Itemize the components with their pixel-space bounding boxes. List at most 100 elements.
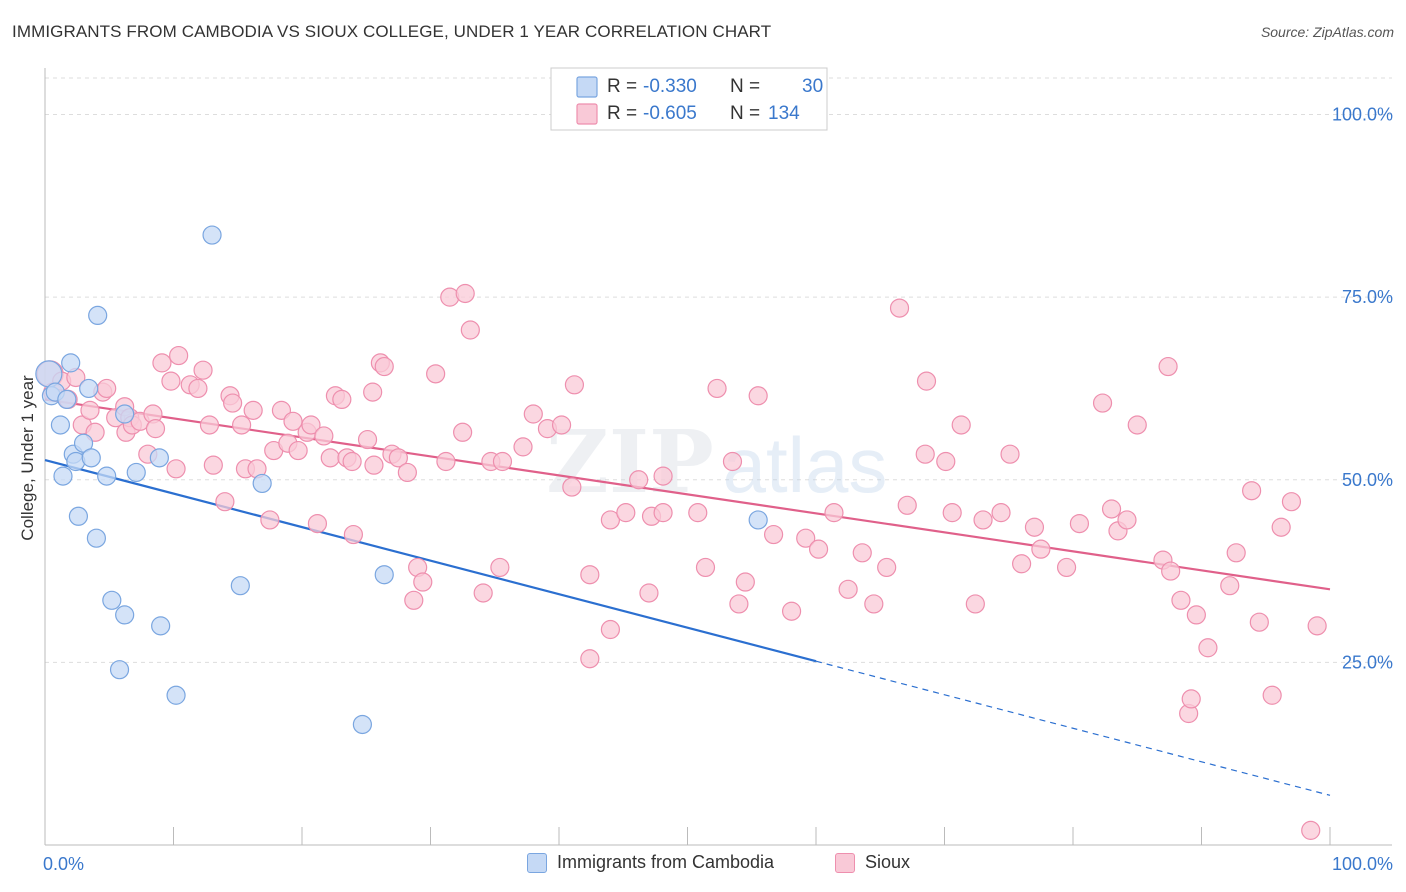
data-point-pink [1220, 576, 1240, 596]
data-point-pink [1301, 820, 1321, 840]
data-point-pink [897, 495, 917, 515]
data-point-pink [460, 320, 480, 340]
watermark-atlas: atlas [723, 421, 888, 509]
legend-box: R = -0.330 N = 30 R = -0.605 N = 134 [550, 67, 828, 131]
bottom-legend-label-sioux: Sioux [865, 852, 911, 872]
data-point-pink [1271, 517, 1291, 537]
data-point-blue [57, 389, 77, 410]
data-point-pink [965, 594, 985, 614]
data-point-pink [1249, 612, 1269, 632]
y-tick-label: 100.0% [1332, 105, 1393, 125]
bottom-legend: Immigrants from Cambodia Sioux [0, 850, 1406, 878]
data-point-pink [453, 422, 473, 442]
data-point-blue [126, 462, 146, 483]
data-point-pink [600, 619, 621, 640]
data-point-pink [735, 572, 755, 592]
watermark: ZIP atlas [546, 412, 887, 513]
data-point-pink [688, 503, 708, 523]
trendline-pink [44, 398, 1331, 591]
data-point-pink [1117, 510, 1137, 530]
data-point-pink [203, 455, 223, 475]
data-point-pink [562, 477, 582, 497]
legend-n-value-1: 30 [802, 76, 823, 97]
watermark-zip: ZIP [546, 412, 714, 513]
data-point-pink [413, 572, 433, 592]
data-point-pink [564, 375, 585, 395]
y-tick-label: 50.0% [1342, 470, 1393, 490]
data-point-pink [1281, 492, 1302, 512]
data-point-pink [580, 565, 600, 585]
data-point-pink [314, 426, 334, 446]
data-point-pink [1000, 444, 1020, 464]
data-point-pink [653, 466, 673, 486]
data-point-pink [364, 455, 384, 475]
chart-title: IMMIGRANTS FROM CAMBODIA VS SIOUX COLLEG… [12, 22, 772, 41]
data-point-pink [288, 440, 308, 461]
data-point-pink [283, 411, 303, 431]
data-point-pink [707, 378, 727, 399]
data-point-blue [230, 576, 250, 596]
data-point-blue [748, 510, 768, 530]
data-point-pink [513, 437, 533, 457]
data-point-pink [307, 513, 328, 534]
data-point-pink [551, 415, 572, 435]
data-point-blue [97, 466, 117, 486]
data-point-pink [473, 583, 493, 603]
legend-row-cambodia: R = -0.330 N = 30 [607, 76, 823, 97]
y-axis-title: College, Under 1 year [18, 375, 37, 541]
data-point-blue [79, 378, 99, 399]
legend-r-label-1: R = [607, 76, 642, 97]
data-point-blue [102, 590, 122, 610]
data-point-pink [363, 382, 383, 402]
data-point-pink [1262, 685, 1282, 705]
bottom-legend-label-cambodia: Immigrants from Cambodia [557, 852, 775, 872]
data-point-pink [1031, 539, 1051, 559]
data-point-pink [1024, 517, 1045, 537]
data-point-pink [1186, 605, 1206, 625]
data-point-pink [492, 451, 513, 472]
data-point-pink [97, 378, 117, 399]
data-point-pink [161, 371, 181, 391]
data-point-pink [973, 510, 993, 530]
legend-swatch-cambodia [576, 76, 598, 98]
data-point-pink [1127, 415, 1147, 435]
data-point-pink [629, 470, 649, 490]
data-point-pink [1092, 393, 1113, 413]
data-point-pink [915, 444, 935, 464]
data-point-pink [722, 451, 743, 472]
data-point-blue [86, 528, 107, 548]
axis-layer [44, 68, 1392, 846]
data-point-pink [343, 524, 363, 545]
grid-layer [45, 77, 1392, 663]
data-point-pink [490, 557, 510, 578]
data-point-blue [81, 448, 101, 468]
source-label: Source: ZipAtlas.com [1260, 24, 1394, 40]
data-point-pink [301, 415, 321, 435]
data-point-pink [193, 360, 213, 380]
data-point-blue [115, 404, 135, 424]
data-point-pink [936, 451, 956, 472]
legend-n-value-2: 134 [768, 103, 800, 124]
legend-r-value-1: -0.330 [643, 76, 697, 97]
data-point-pink [374, 356, 394, 377]
x-tick-label: 100.0% [1332, 854, 1393, 874]
data-point-pink [852, 543, 872, 563]
bottom-legend-swatch-cambodia [527, 853, 547, 873]
data-point-pink [436, 451, 456, 472]
data-point-pink [748, 386, 768, 406]
data-point-pink [404, 590, 424, 610]
data-point-pink [796, 528, 816, 548]
data-point-pink [1171, 590, 1191, 610]
data-point-pink [243, 400, 263, 420]
trendline-extension-blue [815, 660, 1331, 796]
data-point-pink [1226, 543, 1246, 563]
legend-r-value-2: -0.605 [643, 103, 697, 124]
data-point-pink [616, 503, 636, 523]
data-point-pink [1198, 638, 1218, 658]
data-point-blue [352, 714, 372, 735]
y-tick-label: 25.0% [1342, 652, 1393, 672]
data-point-blue [202, 225, 222, 245]
trend-layer [44, 398, 1331, 796]
data-point-blue [166, 685, 186, 705]
legend-r-label-2: R = [607, 103, 642, 124]
